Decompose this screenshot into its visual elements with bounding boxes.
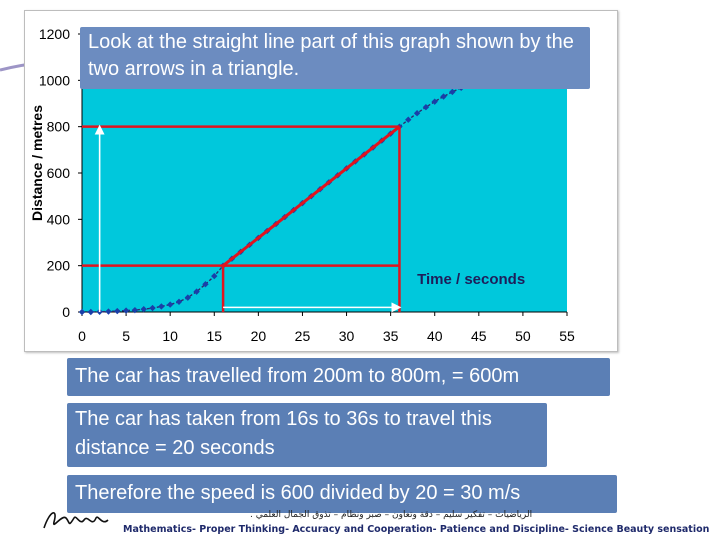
y-tick-label: 400 [47,211,71,227]
x-tick-label: 5 [122,328,130,344]
data-point [202,281,209,288]
x-tick-label: 45 [471,328,487,344]
y-axis-label: Distance / metres [29,105,45,221]
x-tick-label: 40 [427,328,443,344]
data-point [87,308,95,316]
x-tick-label: 30 [339,328,355,344]
x-tick-label: 50 [515,328,531,344]
data-point [166,301,174,308]
x-tick-label: 20 [251,328,267,344]
distance-callout: The car has travelled from 200m to 800m,… [67,358,610,396]
data-point [114,307,121,315]
x-tick-label: 25 [295,328,311,344]
signature-logo [43,512,109,529]
data-point [413,110,421,117]
x-axis-label: Time / seconds [417,271,525,288]
arabic-footer: الرياضيات – تفكير سليم – دقة وتعاون – صب… [250,510,533,520]
data-point [449,88,456,96]
y-tick-label: 600 [47,165,71,181]
x-tick-label: 15 [206,328,222,344]
data-point [158,303,165,310]
x-tick-label: 0 [78,328,86,344]
y-tick-label: 800 [47,119,71,135]
data-point [193,288,200,295]
x-tick-label: 10 [162,328,178,344]
time-callout: The car has taken from 16s to 36s to tra… [67,403,547,467]
data-point [140,306,147,313]
data-point [405,116,412,123]
english-footer: Mathematics- Proper Thinking- Accuracy a… [123,524,710,535]
data-point [422,104,430,111]
data-point [175,298,183,306]
data-point [122,307,130,314]
y-tick-label: 1000 [39,72,70,88]
data-point [184,294,192,301]
x-tick-label: 55 [559,328,575,344]
intro-callout: Look at the straight line part of this g… [80,27,590,89]
data-point [211,272,218,280]
y-tick-label: 0 [62,304,70,320]
y-tick-label: 200 [47,258,71,274]
data-point [149,304,156,312]
data-point [440,93,447,100]
triangle-hypotenuse [222,125,401,267]
speed-callout: Therefore the speed is 600 divided by 20… [67,475,617,513]
data-point [431,98,438,105]
y-tick-label: 1200 [39,26,70,42]
x-tick-label: 35 [383,328,399,344]
data-point [105,308,112,315]
data-point [131,306,139,314]
data-point [78,308,86,316]
